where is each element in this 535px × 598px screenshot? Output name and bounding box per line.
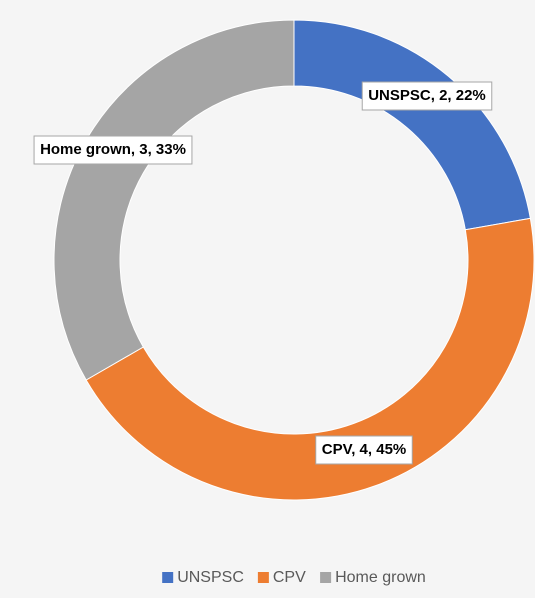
- donut-segment: [85, 217, 535, 501]
- legend-swatch: [162, 572, 174, 583]
- data-label-text: UNSPSC, 2, 22%: [368, 87, 486, 104]
- data-label: CPV, 4, 45%: [315, 435, 413, 465]
- legend-label: Home grown: [335, 569, 426, 586]
- data-label-box: [361, 81, 493, 111]
- data-label-text: CPV, 4, 45%: [322, 441, 407, 458]
- data-label-box: [315, 435, 413, 465]
- legend-swatch: [320, 572, 332, 583]
- data-label-box: [33, 135, 193, 165]
- data-label: Home grown, 3, 33%: [33, 135, 193, 165]
- legend-label: UNSPSC: [177, 569, 244, 586]
- legend: UNSPSC CPV Home grown: [162, 569, 426, 586]
- legend-label: CPV: [273, 569, 306, 586]
- donut-segment: [53, 19, 295, 381]
- data-label: UNSPSC, 2, 22%: [361, 81, 493, 111]
- data-label-text: Home grown, 3, 33%: [40, 141, 186, 158]
- legend-swatch: [257, 572, 269, 583]
